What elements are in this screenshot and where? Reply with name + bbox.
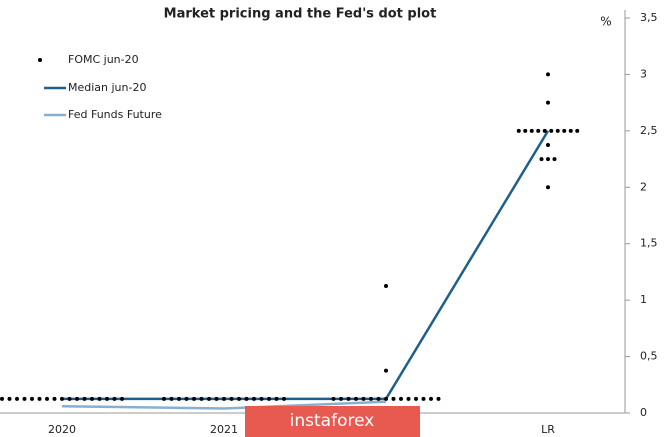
dot xyxy=(536,128,541,133)
dot xyxy=(274,396,279,401)
dot xyxy=(562,128,567,133)
watermark-box xyxy=(245,406,420,437)
dot xyxy=(546,185,550,190)
dot xyxy=(414,396,418,401)
dot xyxy=(0,396,4,401)
legend-label: FOMC jun-20 xyxy=(68,53,139,66)
dot xyxy=(376,396,381,401)
line-series xyxy=(62,130,550,401)
y-tick-label: 2 xyxy=(640,180,647,193)
dot xyxy=(237,396,241,401)
line-series xyxy=(61,400,387,410)
watermark: instaforex xyxy=(290,411,375,431)
dot xyxy=(214,396,219,401)
dot xyxy=(169,396,174,401)
dot xyxy=(546,72,550,77)
dot xyxy=(90,396,94,401)
legend-dot xyxy=(38,58,42,62)
dot xyxy=(429,396,433,401)
legend-label: Median jun-20 xyxy=(68,81,146,94)
dot xyxy=(406,396,411,401)
dot xyxy=(184,396,189,401)
y-unit: % xyxy=(600,15,611,29)
x-tick-label: 2020 xyxy=(48,423,76,436)
dot xyxy=(331,396,336,401)
dot xyxy=(162,396,166,401)
dot xyxy=(229,396,234,401)
dot xyxy=(575,128,580,133)
dot xyxy=(52,396,57,401)
dot xyxy=(523,128,528,133)
x-tick-label: LR xyxy=(541,423,555,436)
dot xyxy=(546,100,550,105)
y-tick-label: 3 xyxy=(640,67,647,80)
dot xyxy=(384,368,388,373)
dot xyxy=(267,396,271,401)
dot xyxy=(369,396,373,401)
dot xyxy=(399,396,403,401)
dot xyxy=(549,128,554,133)
dot xyxy=(529,128,534,133)
y-tick-label: 1 xyxy=(640,293,647,306)
dot xyxy=(82,396,87,401)
dot xyxy=(22,396,27,401)
dot xyxy=(112,396,117,401)
y-tick-label: 3,5 xyxy=(640,11,658,24)
dot xyxy=(384,396,388,401)
dot xyxy=(259,396,264,401)
dot xyxy=(384,284,388,289)
x-tick-label: 2021 xyxy=(210,423,238,436)
dot xyxy=(391,396,396,401)
dot xyxy=(75,396,79,401)
dot xyxy=(30,396,34,401)
dot xyxy=(568,128,573,133)
dot xyxy=(37,396,42,401)
dot xyxy=(542,128,547,133)
dot xyxy=(282,396,286,401)
dot xyxy=(177,396,181,401)
dot xyxy=(45,396,49,401)
dot xyxy=(244,396,249,401)
dot xyxy=(60,396,64,401)
dot xyxy=(207,396,211,401)
dot xyxy=(339,396,343,401)
dot xyxy=(421,396,426,401)
dot xyxy=(67,396,72,401)
dot xyxy=(552,157,557,162)
chart-title: Market pricing and the Fed's dot plot xyxy=(164,7,437,22)
y-tick-label: 0,5 xyxy=(640,350,658,363)
y-tick-label: 0 xyxy=(640,406,647,419)
y-tick-label: 2,5 xyxy=(640,124,658,137)
dot xyxy=(222,396,226,401)
dot xyxy=(516,128,521,133)
dot xyxy=(546,157,550,162)
dot xyxy=(539,157,544,162)
dot xyxy=(120,396,124,401)
dot xyxy=(546,142,550,147)
dot xyxy=(361,396,366,401)
y-tick-label: 1,5 xyxy=(640,237,658,250)
dot xyxy=(192,396,196,401)
dot xyxy=(199,396,204,401)
dot xyxy=(252,396,256,401)
dot xyxy=(354,396,358,401)
legend-label: Fed Funds Future xyxy=(68,108,162,121)
dot xyxy=(555,128,560,133)
dot xyxy=(346,396,351,401)
dot xyxy=(97,396,102,401)
dot xyxy=(7,396,12,401)
dot xyxy=(15,396,19,401)
dot xyxy=(105,396,109,401)
dot xyxy=(436,396,441,401)
